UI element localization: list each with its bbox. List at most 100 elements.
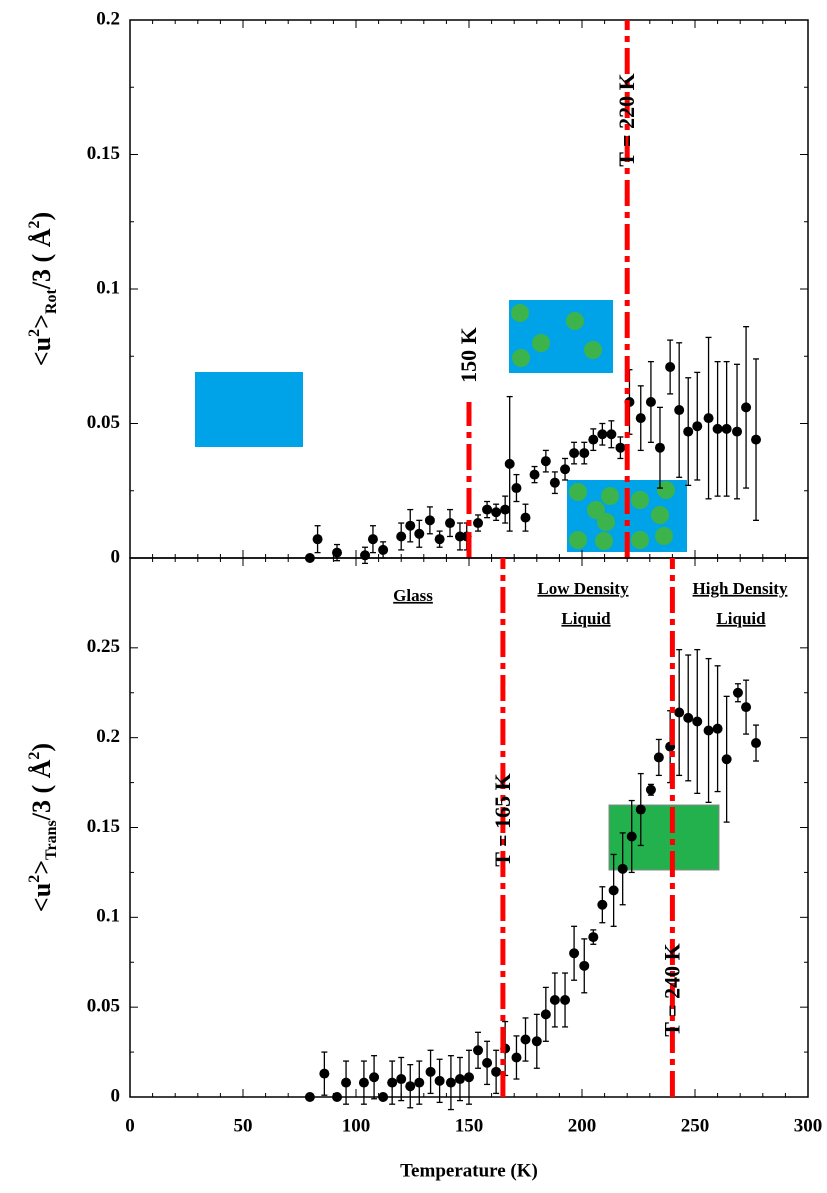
- data-point: [635, 804, 646, 815]
- y-axis-label-part: 2: [26, 875, 43, 883]
- threshold-label: T = 220 K: [614, 73, 639, 166]
- y-axis-label-part: <u: [27, 883, 56, 912]
- data-point: [434, 534, 445, 545]
- data-point: [434, 1075, 445, 1086]
- data-point: [405, 520, 416, 531]
- data-point: [332, 547, 343, 558]
- data-point: [540, 456, 551, 467]
- data-point: [312, 534, 323, 545]
- data-point: [424, 515, 435, 526]
- data-point: [654, 442, 665, 453]
- icon-box: [608, 804, 720, 871]
- data-point: [751, 738, 762, 749]
- threshold-label: 150 K: [456, 327, 481, 383]
- x-tick-label: 250: [681, 1115, 710, 1136]
- data-point: [358, 1077, 369, 1088]
- data-point: [405, 1081, 416, 1092]
- data-point: [504, 458, 515, 469]
- data-point: [674, 405, 685, 416]
- data-point: [692, 716, 703, 727]
- data-point: [588, 932, 599, 943]
- data-point: [653, 752, 664, 763]
- data-point: [626, 831, 637, 842]
- y-axis-label: <u2>Trans/3 ( Å2): [26, 743, 60, 912]
- data-point: [732, 426, 743, 437]
- icon-box: [509, 300, 613, 373]
- data-point: [608, 885, 619, 896]
- data-point: [500, 504, 511, 515]
- data-point: [560, 994, 571, 1005]
- data-point: [741, 702, 752, 713]
- y-axis-label-part: ): [27, 212, 56, 221]
- data-point: [414, 528, 425, 539]
- data-point: [520, 1034, 531, 1045]
- data-point: [520, 512, 531, 523]
- x-tick-label: 50: [234, 1115, 253, 1136]
- data-point: [645, 396, 656, 407]
- data-point: [549, 477, 560, 488]
- region-label: Liquid: [716, 609, 766, 628]
- data-point: [319, 1068, 330, 1079]
- data-point: [712, 723, 723, 734]
- data-point: [387, 1077, 398, 1088]
- data-point: [588, 434, 599, 445]
- region-label: Liquid: [561, 609, 611, 628]
- y-tick-label: 0: [111, 1085, 121, 1106]
- data-point: [683, 712, 694, 723]
- region-label: High Density: [693, 579, 788, 598]
- data-point: [617, 863, 628, 874]
- data-point: [635, 413, 646, 424]
- data-point: [491, 507, 502, 518]
- y-axis-label-part: >: [27, 314, 56, 329]
- y-tick-label: 0.05: [87, 412, 120, 433]
- data-point: [703, 413, 714, 424]
- data-point: [531, 1036, 542, 1047]
- y-tick-label: 0.1: [96, 277, 120, 298]
- data-point: [597, 899, 608, 910]
- y-axis-label-part: Rot: [43, 289, 60, 315]
- data-point: [665, 362, 676, 373]
- data-point: [721, 423, 732, 434]
- data-point: [615, 442, 626, 453]
- y-tick-label: 0.1: [96, 906, 120, 927]
- icon-box: [195, 372, 303, 447]
- y-axis-label-part: ): [27, 743, 56, 752]
- y-axis-label: <u2>Rot/3 ( Å2): [26, 212, 60, 366]
- data-point: [674, 707, 685, 718]
- y-axis-label-part: Trans: [43, 820, 60, 860]
- data-point: [741, 402, 752, 413]
- x-tick-label: 200: [568, 1115, 597, 1136]
- data-point: [540, 1009, 551, 1020]
- data-point: [560, 464, 571, 475]
- y-tick-label: 0.05: [87, 996, 120, 1017]
- threshold-label: T = 165 K: [490, 773, 515, 866]
- data-point: [597, 429, 608, 440]
- y-tick-label: 0.2: [96, 8, 120, 29]
- y-tick-label: 0.2: [96, 726, 120, 747]
- data-point: [360, 550, 371, 561]
- data-point: [378, 544, 389, 555]
- data-point: [396, 531, 407, 542]
- region-label: Low Density: [537, 579, 629, 598]
- y-axis-label-part: <u: [27, 337, 56, 366]
- data-point: [579, 960, 590, 971]
- data-point: [712, 423, 723, 434]
- y-axis-label-part: /3 ( Å: [27, 759, 56, 821]
- data-point: [445, 518, 456, 529]
- data-point: [606, 429, 617, 440]
- data-point: [341, 1077, 352, 1088]
- data-point: [425, 1066, 436, 1077]
- data-point: [464, 1072, 474, 1083]
- data-point: [569, 448, 580, 459]
- region-label: Glass: [393, 586, 433, 605]
- y-tick-label: 0.25: [87, 636, 120, 657]
- y-axis-label-part: 2: [26, 752, 43, 760]
- y-tick-label: 0: [111, 546, 121, 567]
- x-tick-label: 150: [455, 1115, 484, 1136]
- data-point: [482, 1057, 493, 1068]
- data-point: [332, 1092, 343, 1102]
- data-point: [692, 421, 703, 432]
- data-point: [367, 534, 378, 545]
- data-point: [473, 518, 484, 529]
